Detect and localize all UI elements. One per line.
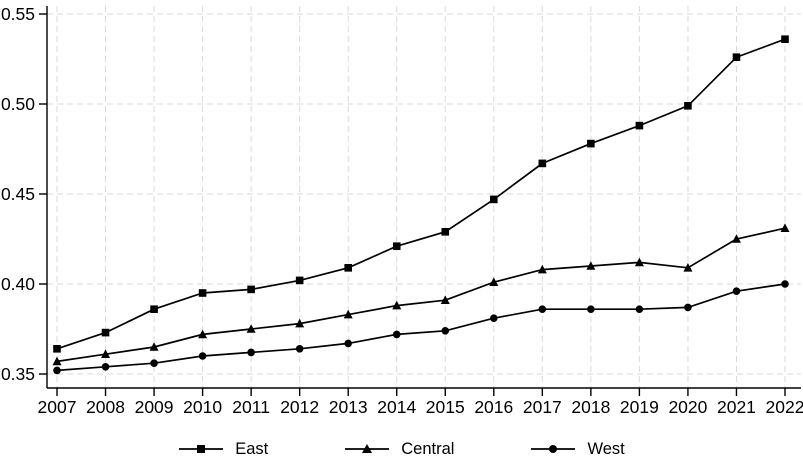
- data-point-triangle: [440, 295, 450, 304]
- gridlines: [47, 6, 801, 388]
- axis-tick-labels: 0.35 0.40 0.45 0.50 0.55 2007 2008 2009 2010 2011…: [1, 4, 803, 417]
- x-tick-label: 2015: [426, 397, 465, 417]
- data-point-square: [441, 228, 450, 236]
- series-east: [53, 35, 789, 353]
- data-point-square: [295, 276, 304, 285]
- x-tick-label: 2019: [620, 397, 659, 417]
- data-point-triangle: [537, 264, 547, 274]
- data-point-circle: [53, 366, 61, 375]
- y-tick-label: 0.45: [1, 184, 35, 204]
- data-point-square: [53, 345, 61, 353]
- x-tick-label: 2020: [668, 397, 707, 417]
- y-tick-label: 0.55: [1, 4, 35, 24]
- legend-item-west: West: [530, 439, 625, 458]
- x-tick-label: 2022: [766, 397, 803, 417]
- data-point-triangle: [52, 356, 62, 366]
- y-tick-label: 0.40: [1, 274, 35, 294]
- data-point-square: [150, 305, 158, 313]
- x-tick-label: 2014: [377, 397, 416, 417]
- legend-label-east: East: [235, 439, 269, 458]
- x-tick-label: 2008: [86, 397, 125, 417]
- legend-item-central: Central: [344, 441, 454, 458]
- data-point-circle: [150, 359, 158, 368]
- data-point-circle: [344, 339, 352, 348]
- central-line-triangle-icon: [345, 444, 390, 453]
- data-point-triangle: [295, 318, 305, 328]
- data-point-circle: [198, 352, 207, 360]
- data-point-circle: [392, 330, 401, 339]
- data-point-square: [247, 285, 255, 294]
- x-tick-label: 2017: [523, 397, 562, 417]
- data-point-circle: [101, 363, 110, 371]
- data-point-square: [489, 195, 498, 204]
- data-point-square: [538, 159, 547, 168]
- data-point-triangle: [780, 223, 790, 232]
- data-point-circle: [295, 345, 304, 353]
- x-tick-label: 2018: [571, 397, 610, 417]
- data-point-circle: [684, 303, 692, 312]
- data-point-circle: [441, 327, 450, 335]
- data-point-triangle: [683, 263, 693, 272]
- data-point-square: [684, 102, 692, 110]
- data-point-square: [587, 139, 595, 148]
- data-point-triangle: [392, 300, 402, 310]
- data-point-triangle: [634, 257, 644, 267]
- x-tick-label: 2007: [38, 397, 77, 417]
- data-point-circle: [247, 348, 255, 357]
- west-line-circle-icon: [531, 445, 576, 453]
- x-tick-label: 2011: [232, 397, 270, 417]
- chart-legend: East Central West: [0, 437, 803, 461]
- east-line-square-icon: [179, 445, 224, 453]
- data-point-circle: [635, 305, 644, 314]
- y-tick-label: 0.35: [1, 364, 35, 384]
- x-tick-label: 2010: [183, 397, 222, 417]
- series-central: [52, 223, 790, 366]
- data-point-square: [635, 121, 644, 130]
- data-point-triangle: [489, 277, 499, 286]
- legend-label-west: West: [587, 439, 625, 458]
- x-tick-label: 2016: [474, 397, 513, 417]
- legend-item-east: East: [178, 441, 268, 458]
- data-point-square: [392, 242, 401, 250]
- data-point-circle: [587, 305, 595, 314]
- data-point-circle: [732, 287, 741, 296]
- data-point-square: [781, 35, 789, 43]
- y-tick-label: 0.50: [1, 94, 35, 114]
- data-point-triangle: [586, 261, 596, 270]
- data-point-circle: [538, 305, 547, 314]
- x-tick-label: 2012: [280, 397, 319, 417]
- data-point-triangle: [198, 329, 208, 339]
- x-tick-label: 2021: [717, 397, 756, 417]
- series-west: [53, 280, 789, 375]
- x-tick-label: 2009: [135, 397, 174, 417]
- data-point-square: [198, 289, 207, 297]
- data-point-triangle: [101, 349, 111, 358]
- data-point-circle: [489, 314, 498, 323]
- data-point-triangle: [343, 309, 353, 319]
- data-point-triangle: [731, 234, 741, 243]
- x-tick-label: 2013: [329, 397, 368, 417]
- legend-label-central: Central: [401, 439, 455, 458]
- data-point-triangle: [246, 324, 256, 333]
- data-point-square: [344, 264, 352, 272]
- axes: [39, 6, 801, 396]
- data-point-square: [732, 53, 741, 61]
- data-point-square: [101, 328, 110, 337]
- data-point-circle: [781, 280, 789, 288]
- data-point-triangle: [149, 342, 159, 351]
